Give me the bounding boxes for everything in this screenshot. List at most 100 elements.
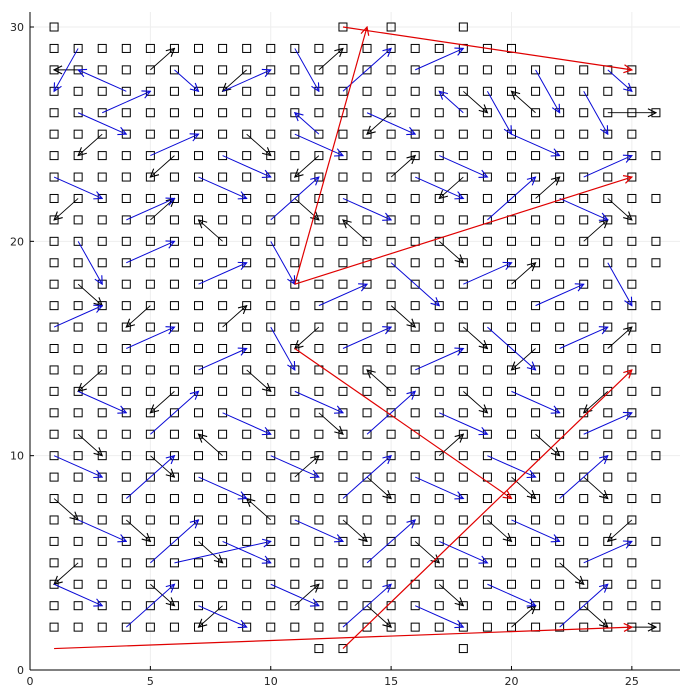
data-point [482,579,492,589]
data-point [242,579,252,589]
black-arrow [583,220,608,242]
data-point [290,86,300,96]
data-point [242,601,252,611]
data-point [386,108,396,118]
data-point [218,579,228,589]
data-point [458,386,468,396]
data-point [218,43,228,53]
data-point [338,108,348,118]
data-point [555,386,565,396]
blue-arrow [270,177,319,221]
data-point [218,601,228,611]
data-point [314,386,324,396]
data-point [266,129,276,139]
data-point [338,644,348,654]
y-tick-label-0: 0 [17,664,24,677]
data-point [49,279,59,289]
data-point [434,151,444,161]
data-point [194,65,204,75]
data-point [627,472,637,482]
data-point [97,515,107,525]
data-point [266,215,276,225]
black-arrow [77,283,102,305]
data-point [290,622,300,632]
data-point [651,301,661,311]
data-point [362,344,372,354]
data-point [242,43,252,53]
data-point [506,451,516,461]
blue-arrow [53,306,102,328]
data-point [603,86,613,96]
data-point [410,215,420,225]
data-point [410,365,420,375]
data-point [49,22,59,32]
data-point [386,151,396,161]
data-point [362,236,372,246]
data-point [314,322,324,332]
data-point [506,279,516,289]
data-point [506,579,516,589]
black-arrow [342,519,367,541]
data-point [506,472,516,482]
blue-arrow [174,69,198,91]
data-point [49,601,59,611]
data-point [410,472,420,482]
data-point [579,215,589,225]
data-point [218,451,228,461]
data-point [579,344,589,354]
y-tick-label-2: 20 [10,235,24,248]
data-point [410,301,420,311]
data-point [434,344,444,354]
data-point [242,472,252,482]
blue-arrow [125,456,174,499]
data-point [73,322,83,332]
data-point [555,515,565,525]
data-point [555,236,565,246]
data-point [97,579,107,589]
data-point [531,451,541,461]
data-point [242,129,252,139]
data-point [73,429,83,439]
blue-arrow [487,326,535,370]
data-point [169,151,179,161]
blue-arrow [414,605,463,627]
data-point [482,279,492,289]
black-arrow [367,112,392,134]
data-point [73,172,83,182]
data-point [242,172,252,182]
data-point [410,536,420,546]
data-point [266,279,276,289]
data-point [651,429,661,439]
data-point [434,215,444,225]
data-point [362,579,372,589]
data-point [314,151,324,161]
data-point [290,472,300,482]
data-point [97,172,107,182]
data-point [49,558,59,568]
data-point [362,43,372,53]
blue-arrow [78,70,127,92]
data-point [290,386,300,396]
data-point [266,494,276,504]
blue-arrow [198,605,247,627]
data-point [410,172,420,182]
data-point [362,322,372,332]
data-point [531,536,541,546]
data-point [97,258,107,268]
data-point [145,65,155,75]
data-point [290,558,300,568]
data-point [603,601,613,611]
data-point [627,236,637,246]
data-point [338,365,348,375]
blue-arrow [174,541,270,564]
data-point [603,429,613,439]
data-point [458,172,468,182]
data-point [290,429,300,439]
blue-arrow [294,133,343,155]
data-point [338,172,348,182]
data-point [97,322,107,332]
data-point [434,258,444,268]
data-point [506,301,516,311]
data-point [338,622,348,632]
data-point [290,258,300,268]
